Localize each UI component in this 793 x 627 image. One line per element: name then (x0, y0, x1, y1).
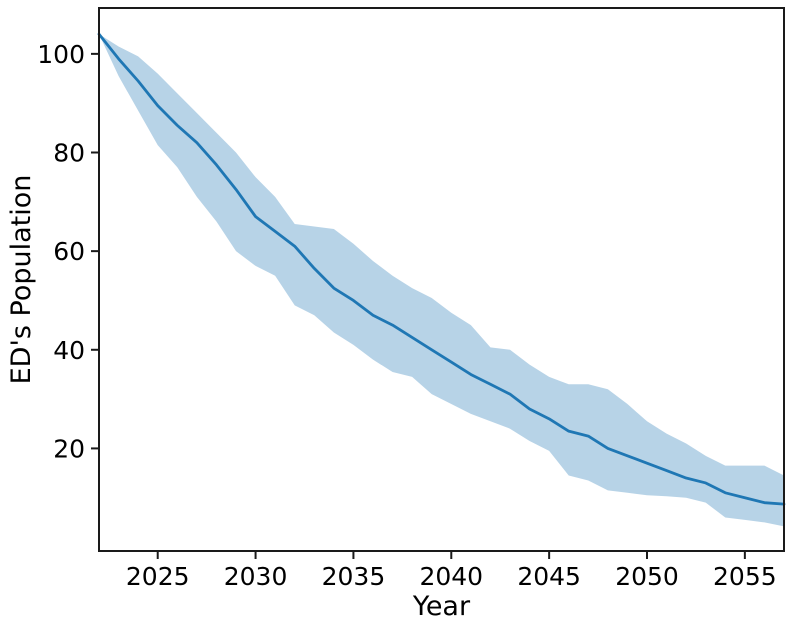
x-tick-label: 2045 (517, 562, 581, 591)
uncertainty-band (99, 34, 784, 527)
y-tick-label: 100 (37, 40, 85, 69)
x-tick-label: 2040 (419, 562, 483, 591)
x-axis-label: Year (412, 591, 471, 622)
x-tick-label: 2035 (322, 562, 386, 591)
y-tick-label: 60 (53, 237, 85, 266)
projection-line (97, 32, 786, 506)
x-tick-label: 2030 (224, 562, 288, 591)
x-tick-label: 2025 (126, 562, 190, 591)
x-tick-label: 2050 (615, 562, 679, 591)
y-axis-label: ED's Population (6, 175, 37, 385)
x-tick-label: 2055 (713, 562, 777, 591)
y-tick-label: 40 (53, 336, 85, 365)
y-axis-ticks: 20 40 60 80 100 (37, 40, 99, 463)
x-axis-ticks: 2025 2030 2035 2040 2045 2050 2055 (126, 551, 777, 591)
y-tick-label: 20 (53, 434, 85, 463)
y-tick-label: 80 (53, 139, 85, 168)
projection-line-layer (97, 32, 786, 506)
uncertainty-band-layer (99, 34, 784, 527)
plot-border (98, 7, 785, 552)
